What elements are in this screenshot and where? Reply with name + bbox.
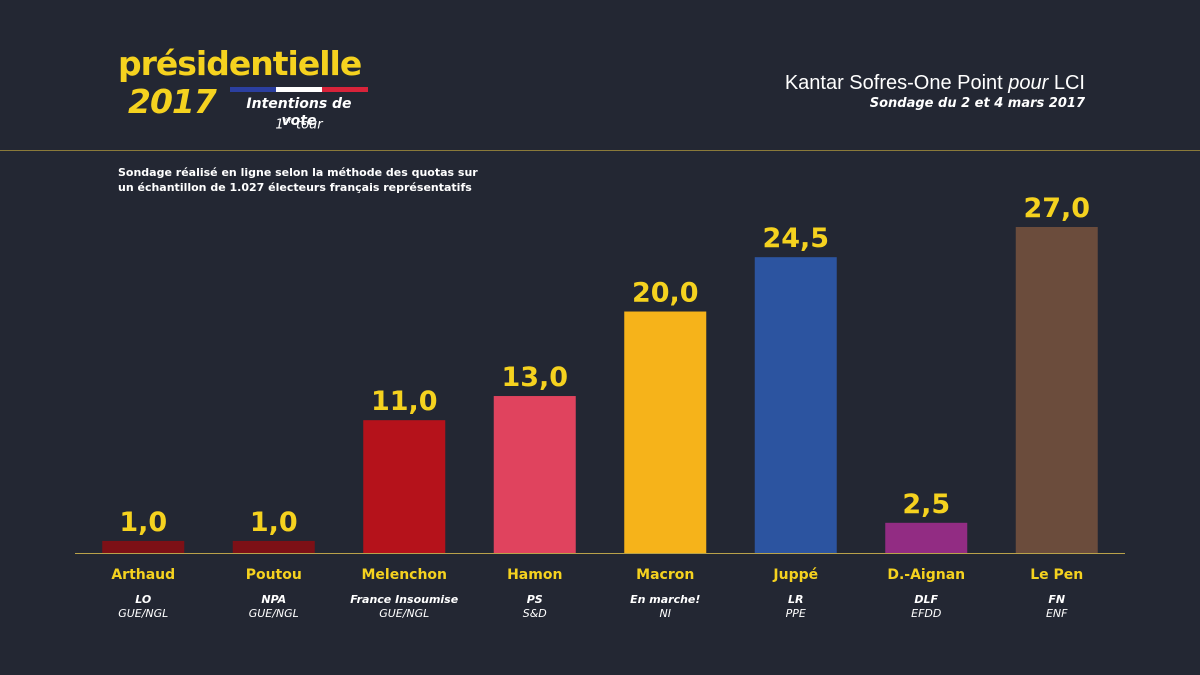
candidate-label-hamon: Hamon [507, 567, 562, 583]
round-suffix: er [283, 116, 292, 125]
logo-subtitle: Intentions de vote [246, 96, 352, 129]
candidate-label-poutou: Poutou [246, 567, 302, 583]
flag-red [322, 87, 368, 92]
party-label-le-pen: FN [1048, 593, 1065, 606]
logo-year: 2017 [128, 82, 217, 121]
party-label-melenchon: France Insoumise [350, 593, 458, 606]
bar-hamon [493, 396, 576, 553]
value-label-hamon: 13,0 [501, 362, 568, 393]
party-label-hamon: PS [527, 593, 543, 606]
group-label-poutou: GUE/NGL [249, 607, 299, 620]
party-label-jupp-: LR [788, 593, 803, 606]
candidate-label-arthaud: Arthaud [111, 567, 175, 583]
value-label-jupp-: 24,5 [762, 223, 829, 254]
logo-title: présidentielle [118, 44, 362, 83]
value-label-poutou: 1,0 [250, 507, 298, 538]
logo-round: 1er tour [230, 113, 368, 133]
group-label-le-pen: ENF [1046, 607, 1068, 620]
candidate-label-macron: Macron [636, 567, 694, 583]
bar-poutou [232, 540, 315, 553]
note-line-2: un échantillon de 1.027 électeurs frança… [118, 181, 472, 194]
value-label-macron: 20,0 [632, 278, 699, 309]
party-label-poutou: NPA [261, 593, 286, 606]
tricolor-flag-stripe [230, 87, 368, 92]
poll-date: Sondage du 2 et 4 mars 2017 [869, 96, 1085, 111]
value-label-arthaud: 1,0 [119, 507, 167, 538]
bar-d-aignan [885, 522, 968, 553]
round-number: 1 [275, 117, 284, 133]
party-label-macron: En marche! [630, 593, 700, 606]
candidate-label-le-pen: Le Pen [1030, 567, 1083, 583]
poll-source: Kantar Sofres-One Point pour LCI [785, 72, 1085, 95]
group-label-arthaud: GUE/NGL [118, 607, 168, 620]
party-label-d-aignan: DLF [914, 593, 938, 606]
source-main: Kantar Sofres-One Point [784, 72, 1009, 94]
value-label-d-aignan: 2,5 [902, 489, 950, 520]
group-label-macron: NI [660, 607, 671, 620]
round-word: tour [296, 117, 323, 133]
header-divider [0, 150, 1200, 151]
bar-melenchon [363, 420, 446, 553]
value-label-melenchon: 11,0 [371, 386, 438, 417]
group-label-jupp-: PPE [786, 607, 806, 620]
group-label-hamon: S&D [523, 607, 547, 620]
source-lci: LCI [1048, 72, 1085, 94]
methodology-note: Sondage réalisé en ligne selon la méthod… [118, 165, 538, 195]
value-label-le-pen: 27,0 [1023, 193, 1090, 224]
bar-le-pen [1015, 227, 1098, 553]
bar-arthaud [102, 540, 185, 553]
source-pour: pour [1008, 72, 1049, 94]
candidate-label-melenchon: Melenchon [361, 567, 447, 583]
group-label-d-aignan: EFDD [911, 607, 941, 620]
flag-white [276, 87, 322, 92]
logo: présidentielle 2017 Intentions de vote 1… [118, 44, 378, 134]
party-label-arthaud: LO [135, 593, 151, 606]
bar-macron [624, 311, 707, 553]
bar-jupp- [754, 257, 837, 553]
group-label-melenchon: GUE/NGL [379, 607, 429, 620]
flag-blue [230, 87, 276, 92]
candidate-label-d-aignan: D.-Aignan [887, 567, 965, 583]
candidate-label-jupp-: Juppé [772, 567, 818, 583]
note-line-1: Sondage réalisé en ligne selon la méthod… [118, 166, 478, 179]
